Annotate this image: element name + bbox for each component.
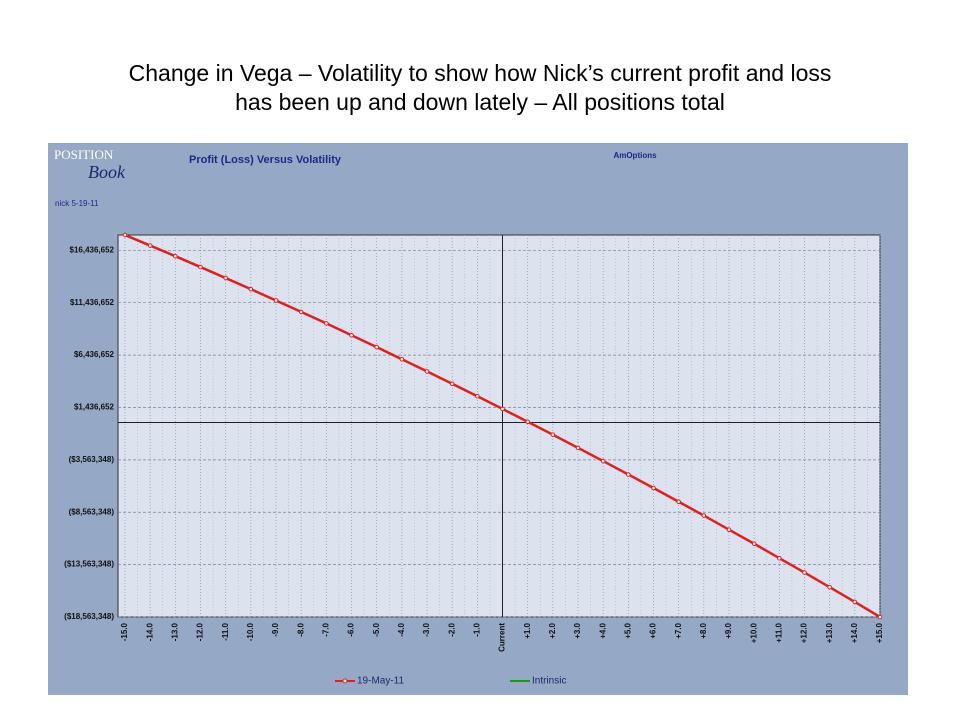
x-tick-label: -14.0 — [145, 622, 154, 641]
x-tick-label: -11.0 — [221, 622, 230, 640]
point — [424, 369, 430, 374]
point — [399, 356, 405, 362]
point — [223, 275, 228, 281]
x-tick-label: -5.0 — [372, 622, 381, 636]
point — [852, 599, 858, 605]
point — [777, 555, 782, 561]
slide-title: Change in Vega – Volatility to show how … — [129, 60, 832, 86]
y-tick-label: $11,436,652 — [70, 298, 115, 307]
chart-title: Profit (Loss) Versus Volatility — [189, 154, 342, 166]
point — [324, 321, 329, 326]
point — [475, 393, 480, 399]
x-tick-label: +10.0 — [749, 622, 758, 643]
point — [726, 527, 732, 532]
x-tick-label: +2.0 — [548, 622, 557, 638]
point — [600, 458, 606, 464]
x-tick-label: -1.0 — [472, 622, 481, 636]
x-tick-label: -9.0 — [271, 622, 280, 636]
plot-area — [117, 234, 881, 618]
x-tick-label: +9.0 — [724, 622, 733, 638]
point — [147, 243, 153, 248]
point — [827, 584, 832, 590]
x-tick-label: +13.0 — [825, 622, 834, 643]
point — [198, 264, 203, 270]
x-tick-label: -15.0 — [120, 622, 129, 641]
y-tick-label: ($13,563,348) — [64, 560, 114, 569]
y-tick-label: $16,436,652 — [70, 245, 115, 254]
y-tick-label: $6,436,652 — [74, 350, 115, 359]
legend-label: Intrinsic — [532, 676, 566, 687]
x-tick-label: -3.0 — [422, 622, 431, 636]
x-tick-label: +12.0 — [800, 622, 809, 643]
point — [701, 513, 707, 518]
x-tick-label: +8.0 — [699, 622, 708, 638]
legend-marker — [342, 678, 348, 684]
x-tick-label: +11.0 — [774, 622, 783, 642]
x-tick-label: -7.0 — [321, 622, 330, 636]
point — [802, 570, 807, 575]
point — [173, 253, 178, 259]
point — [349, 332, 354, 338]
y-tick-label: ($3,563,348) — [69, 455, 115, 464]
point — [298, 309, 304, 315]
x-tick-label: -4.0 — [397, 622, 406, 636]
chart-subtitle: AmOptions — [613, 151, 657, 160]
point — [626, 472, 631, 477]
x-tick-label: -13.0 — [170, 622, 179, 641]
marks — [122, 232, 883, 620]
point — [449, 381, 455, 387]
x-tick-label: +6.0 — [649, 622, 658, 638]
point — [651, 485, 656, 491]
y-tick-label: ($18,563,348) — [64, 612, 114, 621]
point — [248, 286, 254, 292]
x-tick-label: +4.0 — [598, 622, 607, 638]
point — [575, 445, 581, 451]
x-tick-label: -10.0 — [246, 622, 255, 641]
point — [877, 614, 883, 620]
x-tick-label: Current — [498, 623, 507, 652]
point — [525, 419, 530, 425]
x-tick-label: +3.0 — [573, 622, 582, 638]
logo: Book — [88, 162, 126, 182]
x-tick-label: -6.0 — [347, 622, 356, 636]
x-tick-label: +1.0 — [523, 622, 532, 638]
annotation: nick 5-19-11 — [55, 199, 99, 208]
grid — [118, 235, 881, 618]
x-tick-label: -12.0 — [196, 622, 205, 641]
point — [122, 232, 128, 238]
point — [273, 298, 279, 303]
x-tick-label: -2.0 — [447, 622, 456, 636]
point — [676, 499, 681, 505]
point — [550, 432, 556, 437]
x-tick-label: +5.0 — [623, 622, 632, 638]
x-tick-label: +14.0 — [850, 622, 859, 643]
x-tick-label: +15.0 — [875, 622, 884, 643]
point — [751, 541, 757, 547]
y-tick-label: ($8,563,348) — [69, 507, 115, 516]
point — [500, 406, 505, 412]
logo: POSITION — [54, 147, 114, 162]
slide-title: has been up and down lately – All positi… — [235, 89, 725, 115]
legend-label: 19-May-11 — [357, 676, 404, 687]
point — [374, 344, 379, 350]
x-tick-label: -8.0 — [296, 622, 305, 636]
x-tick-label: +7.0 — [674, 622, 683, 638]
y-tick-label: $1,436,652 — [74, 403, 115, 412]
